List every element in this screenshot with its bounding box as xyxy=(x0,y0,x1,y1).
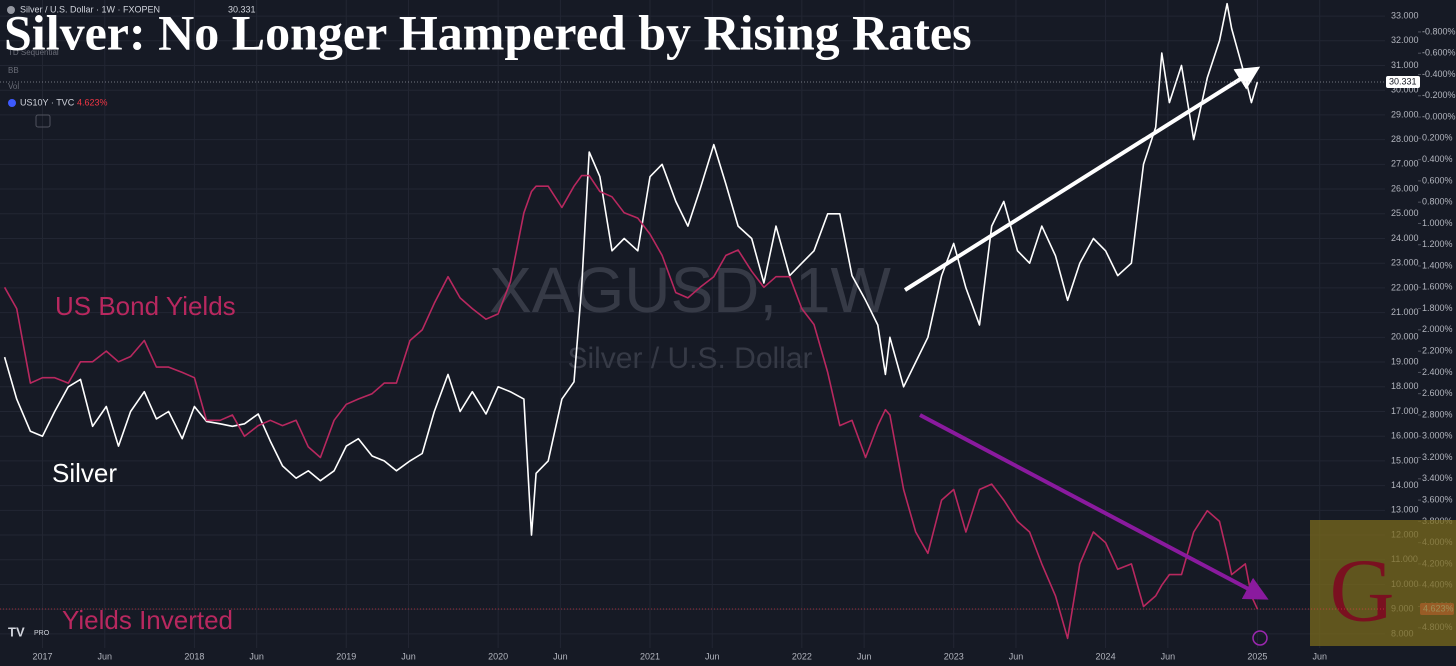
y2-tick-label: 1.400% xyxy=(1422,260,1453,270)
indicator: BB xyxy=(8,66,19,75)
x-tick-label: Jun xyxy=(1312,651,1327,661)
x-tick-label: Jun xyxy=(401,651,416,661)
indicator: Vol xyxy=(8,82,19,91)
x-tick-label: Jun xyxy=(1161,651,1176,661)
x-tick-label: 2019 xyxy=(336,651,356,661)
y-tick-label: 30.000 xyxy=(1391,85,1419,95)
y2-tick-label: 1.600% xyxy=(1422,282,1453,292)
plot-area xyxy=(3,2,1259,640)
y2-tick-label: -0.200% xyxy=(1422,90,1456,100)
logo: G xyxy=(1330,542,1395,641)
y-tick-label: 32.000 xyxy=(1391,35,1419,45)
grid xyxy=(0,0,1385,648)
trend-arrow-up xyxy=(903,66,1261,292)
x-tick-label: 2022 xyxy=(792,651,812,661)
y2-tick-label: 3.600% xyxy=(1422,494,1453,504)
x-tick-label: 2020 xyxy=(488,651,508,661)
y-tick-label: 22.000 xyxy=(1391,282,1419,292)
series-line xyxy=(3,2,1259,536)
y-tick-label: 18.000 xyxy=(1391,381,1419,391)
x-tick-label: Jun xyxy=(857,651,872,661)
last-price-label: 30.331 xyxy=(1389,76,1417,86)
y2-tick-label: 1.200% xyxy=(1422,239,1453,249)
collapse-button[interactable] xyxy=(35,114,51,128)
x-tick-label: 2021 xyxy=(640,651,660,661)
y-tick-label: 14.000 xyxy=(1391,480,1419,490)
logo-box xyxy=(1310,520,1456,646)
x-tick-label: Jun xyxy=(98,651,113,661)
y2-tick-label: 2.600% xyxy=(1422,388,1453,398)
y-tick-label: 27.000 xyxy=(1391,159,1419,169)
y-tick-label: 28.000 xyxy=(1391,134,1419,144)
y2-tick-label: 2.200% xyxy=(1422,346,1453,356)
y-tick-label: 13.000 xyxy=(1391,505,1419,515)
time-axis xyxy=(0,648,1385,666)
y2-tick-label: 0.200% xyxy=(1422,133,1453,143)
tv-logo: TV xyxy=(8,624,25,639)
y-tick-label: 20.000 xyxy=(1391,332,1419,342)
legend-series-0: Silver / U.S. Dollar · 1W · FXOPEN xyxy=(20,4,160,14)
x-tick-label: 2025 xyxy=(1247,651,1267,661)
series-line xyxy=(3,174,1259,640)
y2-tick-label: 2.000% xyxy=(1422,324,1453,334)
y-tick-label: 29.000 xyxy=(1391,109,1419,119)
x-tick-label: Jun xyxy=(705,651,720,661)
trend-arrow-down xyxy=(919,413,1269,600)
legend-last-1: 4.623% xyxy=(77,97,108,107)
x-tick-label: Jun xyxy=(1009,651,1024,661)
y2-tick-label: 0.400% xyxy=(1422,154,1453,164)
y2-tick-label: 3.200% xyxy=(1422,452,1453,462)
y-tick-label: 31.000 xyxy=(1391,60,1419,70)
y-tick-label: 26.000 xyxy=(1391,183,1419,193)
indicator: TD Sequential xyxy=(8,48,59,57)
y2-tick-label: -0.000% xyxy=(1422,111,1456,121)
watermark: XAGUSD, 1W xyxy=(489,254,891,326)
annotation: Yields Inverted xyxy=(62,605,233,635)
x-tick-label: 2024 xyxy=(1096,651,1116,661)
y2-tick-label: -0.400% xyxy=(1422,69,1456,79)
y2-tick-label: 3.000% xyxy=(1422,431,1453,441)
annotation: Silver xyxy=(52,458,117,488)
x-tick-label: Jun xyxy=(553,651,568,661)
y2-tick-label: -0.600% xyxy=(1422,48,1456,58)
x-tick-label: 2023 xyxy=(944,651,964,661)
y-tick-label: 15.000 xyxy=(1391,455,1419,465)
y2-tick-label: 3.400% xyxy=(1422,473,1453,483)
y-tick-label: 21.000 xyxy=(1391,307,1419,317)
y-tick-label: 24.000 xyxy=(1391,233,1419,243)
legend-last-0: 30.331 xyxy=(228,4,256,14)
last-price-tag xyxy=(1386,76,1420,89)
y2-tick-label: 0.600% xyxy=(1422,175,1453,185)
y2-tick-label: 1.800% xyxy=(1422,303,1453,313)
y2-tick-label: 1.000% xyxy=(1422,218,1453,228)
y-tick-label: 33.000 xyxy=(1391,10,1419,20)
x-tick-label: 2017 xyxy=(33,651,53,661)
y2-tick-label: 2.800% xyxy=(1422,409,1453,419)
y-tick-label: 23.000 xyxy=(1391,258,1419,268)
y-tick-label: 16.000 xyxy=(1391,431,1419,441)
y2-tick-label: -0.800% xyxy=(1422,26,1456,36)
watermark-subtitle: Silver / U.S. Dollar xyxy=(567,342,812,375)
tv-badge: PRO xyxy=(34,630,50,637)
y-tick-label: 25.000 xyxy=(1391,208,1419,218)
x-tick-label: Jun xyxy=(249,651,264,661)
legend-series-1: US10Y · TVC xyxy=(20,97,75,107)
y2-tick-label: 2.400% xyxy=(1422,367,1453,377)
title: Silver: No Longer Hampered by Rising Rat… xyxy=(4,4,972,60)
y2-tick-label: 0.800% xyxy=(1422,197,1453,207)
y-tick-label: 17.000 xyxy=(1391,406,1419,416)
y-tick-label: 19.000 xyxy=(1391,356,1419,366)
symbol-icon xyxy=(8,99,16,107)
alert-icon[interactable] xyxy=(1252,630,1268,646)
x-tick-label: 2018 xyxy=(184,651,204,661)
symbol-icon xyxy=(7,6,15,14)
annotation: US Bond Yields xyxy=(55,291,236,321)
